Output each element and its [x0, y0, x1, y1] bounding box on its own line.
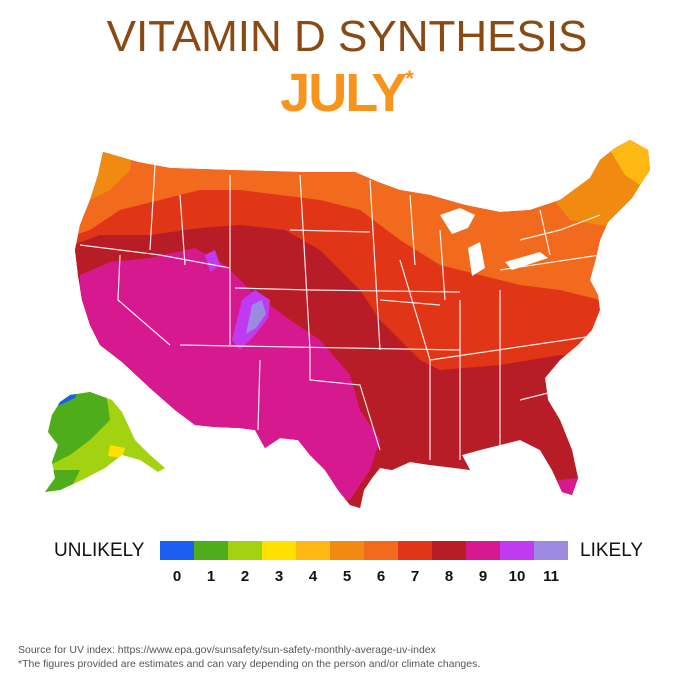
- legend-swatch: [262, 541, 296, 560]
- legend-item: 3: [262, 541, 296, 585]
- legend-value: 10: [508, 568, 526, 585]
- legend-swatch: [228, 541, 262, 560]
- legend-item: 1: [194, 541, 228, 585]
- legend-swatch: [194, 541, 228, 560]
- legend-value: 5: [342, 568, 352, 585]
- map-title: VITAMIN D SYNTHESIS: [106, 12, 588, 61]
- month-label: JULY: [280, 63, 407, 123]
- legend-value: 6: [376, 568, 386, 585]
- legend-low-label: UNLIKELY: [54, 540, 145, 561]
- legend-value: 11: [543, 568, 559, 585]
- legend-swatch: [534, 541, 568, 560]
- legend-swatch: [466, 541, 500, 560]
- map-subtitle: JULY*: [0, 62, 694, 124]
- legend-item: 11: [534, 541, 568, 585]
- legend-item: 5: [330, 541, 364, 585]
- legend-swatch: [432, 541, 466, 560]
- legend-swatch: [500, 541, 534, 560]
- legend-swatch: [296, 541, 330, 560]
- legend-item: 4: [296, 541, 330, 585]
- legend-value: 8: [444, 568, 454, 585]
- legend-item: 0: [160, 541, 194, 585]
- legend-swatch: [160, 541, 194, 560]
- legend-swatch: [364, 541, 398, 560]
- legend-value: 9: [478, 568, 488, 585]
- legend-value: 1: [206, 568, 216, 585]
- legend-item: 8: [432, 541, 466, 585]
- legend-high-label: LIKELY: [580, 540, 644, 561]
- legend-item: 9: [466, 541, 500, 585]
- footnote: *The figures provided are estimates and …: [18, 658, 481, 670]
- legend-item: 7: [398, 541, 432, 585]
- legend-value: 0: [172, 568, 182, 585]
- legend-value: 7: [410, 568, 420, 585]
- legend-swatch: [398, 541, 432, 560]
- legend-item: 6: [364, 541, 398, 585]
- legend-item: 2: [228, 541, 262, 585]
- legend-item: 10: [500, 541, 534, 585]
- uv-legend: 0 1 2 3 4 5 6 7 8 9 10 11: [160, 541, 568, 585]
- legend-value: 4: [308, 568, 318, 585]
- legend-value: 2: [240, 568, 250, 585]
- legend-swatch: [330, 541, 364, 560]
- footnote-marker: *: [405, 66, 414, 91]
- legend-value: 3: [274, 568, 284, 585]
- source-note: Source for UV index: https://www.epa.gov…: [18, 644, 436, 656]
